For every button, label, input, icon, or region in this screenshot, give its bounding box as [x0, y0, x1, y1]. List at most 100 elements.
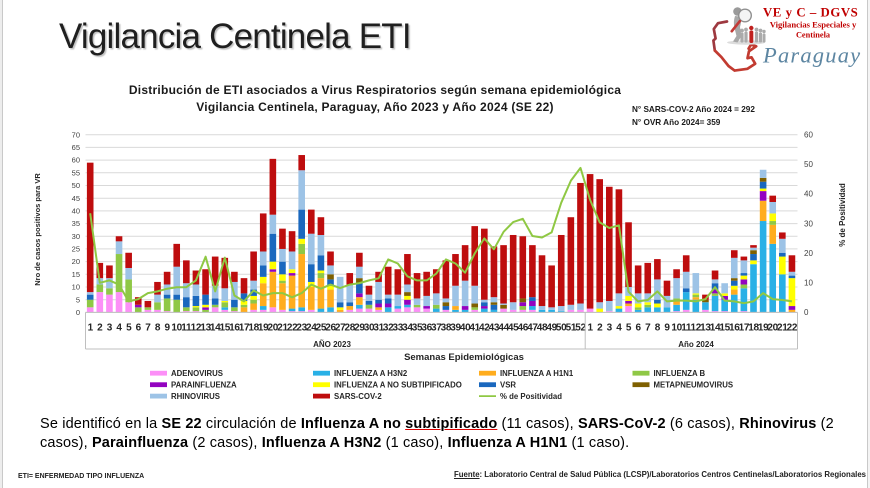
svg-text:42: 42 — [479, 322, 490, 333]
svg-text:17: 17 — [739, 322, 750, 333]
svg-text:Paraguay: Paraguay — [762, 43, 861, 68]
svg-text:0: 0 — [804, 308, 809, 317]
svg-text:Vigilancias Especiales y: Vigilancias Especiales y — [770, 20, 857, 30]
svg-text:1: 1 — [88, 322, 94, 333]
svg-text:6: 6 — [136, 322, 142, 333]
svg-text:15: 15 — [72, 270, 80, 279]
svg-text:PARAINFLUENZA: PARAINFLUENZA — [171, 381, 237, 390]
svg-text:5: 5 — [626, 322, 632, 333]
svg-text:12: 12 — [691, 322, 702, 333]
svg-text:Vigilancia Centinela, Paraguay: Vigilancia Centinela, Paraguay, Año 2023… — [196, 100, 554, 114]
svg-text:47: 47 — [527, 322, 538, 333]
svg-text:20: 20 — [72, 257, 80, 266]
svg-text:34: 34 — [402, 322, 413, 333]
svg-text:50: 50 — [72, 181, 80, 190]
svg-text:60: 60 — [804, 131, 813, 140]
svg-text:11: 11 — [681, 322, 692, 333]
svg-text:INFLUENZA A H3N2: INFLUENZA A H3N2 — [334, 369, 408, 378]
svg-text:Semanas Epidemiológicas: Semanas Epidemiológicas — [404, 352, 524, 363]
svg-text:25: 25 — [316, 322, 327, 333]
svg-text:51: 51 — [566, 322, 577, 333]
svg-text:15: 15 — [220, 322, 231, 333]
svg-text:41: 41 — [469, 322, 480, 333]
svg-text:INFLUENZA B: INFLUENZA B — [654, 369, 706, 378]
svg-text:26: 26 — [325, 322, 336, 333]
svg-text:35: 35 — [412, 322, 423, 333]
svg-text:50: 50 — [556, 322, 567, 333]
svg-text:39: 39 — [450, 322, 461, 333]
svg-text:% de Positividad: % de Positividad — [838, 183, 847, 247]
svg-text:38: 38 — [441, 322, 452, 333]
svg-text:50: 50 — [804, 160, 813, 169]
svg-text:16: 16 — [729, 322, 740, 333]
svg-text:9: 9 — [664, 322, 670, 333]
svg-text:11: 11 — [181, 322, 192, 333]
svg-text:32: 32 — [383, 322, 394, 333]
svg-text:65: 65 — [72, 143, 80, 152]
svg-text:N° OVR Año 2024= 359: N° OVR Año 2024= 359 — [632, 118, 721, 127]
svg-text:VSR: VSR — [500, 381, 516, 390]
svg-text:20: 20 — [268, 322, 279, 333]
svg-text:10: 10 — [671, 322, 682, 333]
svg-text:9: 9 — [164, 322, 170, 333]
svg-text:48: 48 — [537, 322, 548, 333]
svg-text:7: 7 — [145, 322, 151, 333]
svg-text:6: 6 — [635, 322, 641, 333]
svg-text:10: 10 — [72, 283, 80, 292]
svg-text:45: 45 — [508, 322, 519, 333]
svg-text:N° SARS-COV-2 Año 2024 = 292: N° SARS-COV-2 Año 2024 = 292 — [632, 105, 755, 114]
svg-text:17: 17 — [239, 322, 250, 333]
svg-text:3: 3 — [107, 322, 113, 333]
svg-text:Distribución de ETI asociados: Distribución de ETI asociados a Virus Re… — [129, 83, 621, 97]
svg-text:VE y C – DGVS: VE y C – DGVS — [763, 6, 858, 20]
svg-text:3: 3 — [607, 322, 613, 333]
svg-text:1: 1 — [587, 322, 593, 333]
svg-text:10: 10 — [171, 322, 182, 333]
svg-text:40: 40 — [804, 190, 813, 199]
svg-text:40: 40 — [460, 322, 471, 333]
svg-text:43: 43 — [489, 322, 500, 333]
svg-text:37: 37 — [431, 322, 442, 333]
svg-text:30: 30 — [364, 322, 375, 333]
svg-text:METAPNEUMOVIRUS: METAPNEUMOVIRUS — [654, 381, 734, 390]
svg-text:30: 30 — [804, 219, 813, 228]
svg-text:22: 22 — [287, 322, 298, 333]
svg-text:RHINOVIRUS: RHINOVIRUS — [171, 392, 220, 401]
svg-text:30: 30 — [72, 232, 80, 241]
svg-text:21: 21 — [777, 322, 788, 333]
svg-text:31: 31 — [373, 322, 384, 333]
svg-text:AÑO 2023: AÑO 2023 — [313, 340, 351, 349]
svg-text:8: 8 — [655, 322, 661, 333]
svg-text:25: 25 — [72, 245, 80, 254]
svg-text:2: 2 — [597, 322, 603, 333]
svg-text:8: 8 — [155, 322, 161, 333]
svg-text:40: 40 — [72, 207, 80, 216]
svg-text:14: 14 — [210, 322, 221, 333]
svg-text:21: 21 — [277, 322, 288, 333]
svg-text:16: 16 — [229, 322, 240, 333]
svg-text:12: 12 — [191, 322, 202, 333]
svg-text:19: 19 — [258, 322, 269, 333]
svg-text:20: 20 — [804, 249, 813, 258]
svg-text:14: 14 — [710, 322, 721, 333]
svg-text:INFLUENZA A H1N1: INFLUENZA A H1N1 — [500, 369, 574, 378]
svg-text:23: 23 — [296, 322, 307, 333]
svg-text:INFLUENZA A NO SUBTIPIFICADO: INFLUENZA A NO SUBTIPIFICADO — [334, 381, 462, 390]
svg-text:19: 19 — [758, 322, 769, 333]
svg-text:4: 4 — [116, 322, 122, 333]
svg-text:36: 36 — [421, 322, 432, 333]
svg-text:5: 5 — [126, 322, 132, 333]
svg-text:% de Positividad: % de Positividad — [500, 392, 562, 401]
svg-text:60: 60 — [72, 156, 80, 165]
svg-text:10: 10 — [804, 279, 813, 288]
svg-text:Centinela: Centinela — [796, 31, 831, 40]
svg-text:52: 52 — [575, 322, 586, 333]
svg-text:5: 5 — [76, 295, 80, 304]
svg-text:27: 27 — [335, 322, 346, 333]
svg-text:Año 2024: Año 2024 — [678, 340, 714, 349]
svg-text:18: 18 — [748, 322, 759, 333]
svg-text:13: 13 — [700, 322, 711, 333]
svg-text:18: 18 — [248, 322, 259, 333]
svg-text:49: 49 — [546, 322, 557, 333]
svg-text:4: 4 — [616, 322, 622, 333]
